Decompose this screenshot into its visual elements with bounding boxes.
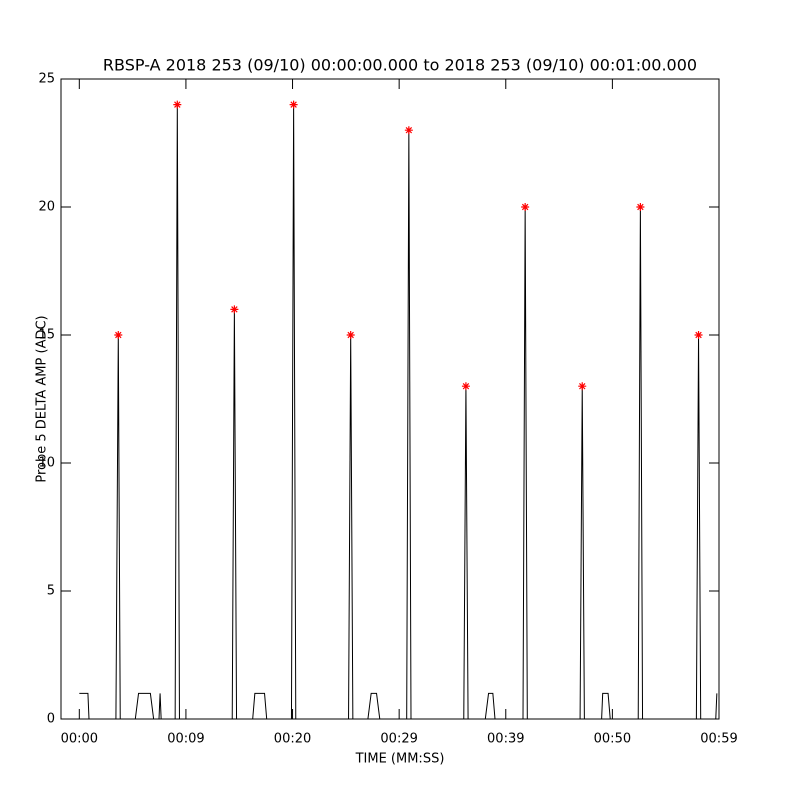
peak-marker bbox=[521, 203, 530, 211]
x-tick-label: 00:00 bbox=[61, 732, 98, 747]
y-tick-label: 25 bbox=[38, 72, 55, 87]
x-tick-label: 00:20 bbox=[274, 732, 311, 747]
data-line bbox=[79, 104, 718, 720]
y-tick-label: 20 bbox=[38, 200, 55, 215]
y-tick-label: 10 bbox=[38, 456, 55, 471]
plot-frame bbox=[60, 78, 720, 720]
peak-marker bbox=[694, 331, 703, 339]
peak-marker bbox=[461, 382, 470, 391]
peak-marker bbox=[346, 331, 355, 339]
x-tick-label: 00:50 bbox=[594, 732, 631, 747]
peak-marker bbox=[114, 331, 123, 339]
y-tick-label: 5 bbox=[47, 584, 55, 599]
peak-marker bbox=[289, 100, 298, 109]
peak-marker bbox=[636, 203, 645, 211]
y-tick-label: 15 bbox=[38, 328, 55, 343]
peak-marker bbox=[173, 100, 182, 109]
x-tick-label: 00:39 bbox=[487, 732, 524, 747]
y-tick-label: 0 bbox=[47, 712, 55, 727]
chart-title: RBSP-A 2018 253 (09/10) 00:00:00.000 to … bbox=[103, 56, 697, 75]
x-tick-label: 00:59 bbox=[700, 732, 737, 747]
peak-marker bbox=[578, 382, 587, 391]
peak-marker bbox=[230, 305, 239, 314]
peak-marker bbox=[404, 126, 413, 135]
x-tick-label: 00:09 bbox=[167, 732, 204, 747]
x-tick-label: 00:29 bbox=[380, 732, 417, 747]
y-axis-label: Probe 5 DELTA AMP (ADC) bbox=[35, 315, 50, 482]
x-axis-label: TIME (MM:SS) bbox=[355, 752, 445, 767]
